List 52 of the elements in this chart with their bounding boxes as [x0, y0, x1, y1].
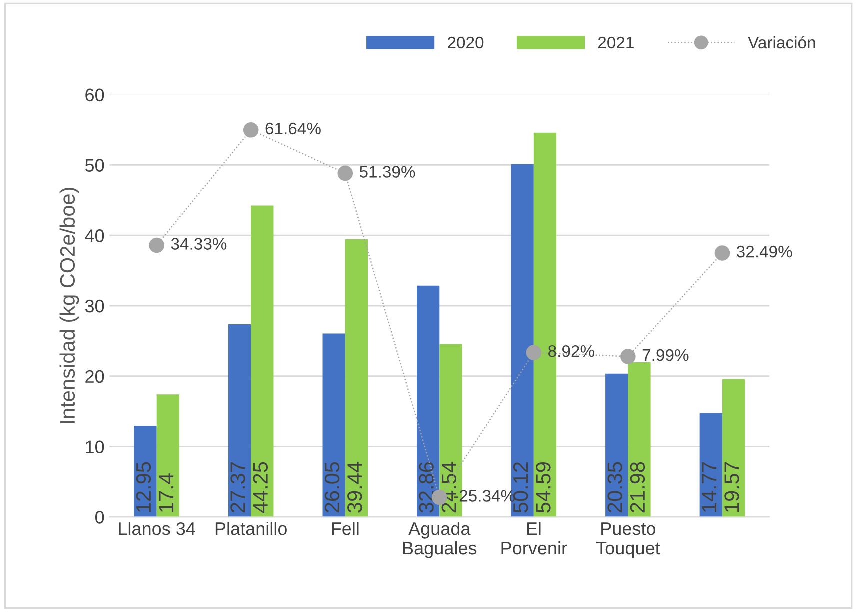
data-label: 39.44	[348, 462, 362, 513]
data-label: 19.57	[724, 462, 740, 512]
legend-label: 2020	[448, 36, 484, 49]
y-axis-title: Intensidad (kg CO2e/boe)	[60, 188, 80, 424]
point	[620, 349, 636, 364]
bar	[700, 413, 722, 518]
x-tick-label: Aguada Baguales	[403, 522, 477, 558]
y-tick-label: 10	[86, 440, 104, 454]
bar	[417, 286, 440, 518]
data-label: 26.05	[324, 462, 340, 513]
y-tick-label: 20	[86, 370, 104, 384]
bar	[251, 206, 274, 518]
data-label: 54.59	[536, 462, 551, 513]
x-tick-label: Fell	[332, 522, 359, 536]
point	[149, 238, 164, 254]
data-label: 32.86	[419, 462, 434, 513]
x-tick-label: Puesto Touquet	[596, 522, 660, 558]
data-label: 27.37	[230, 462, 246, 513]
data-label: 32.49%	[736, 246, 792, 258]
bar	[722, 379, 746, 518]
data-label: 12.95	[136, 462, 152, 512]
point	[526, 345, 542, 360]
y-tick-label: 50	[85, 159, 104, 172]
bar	[228, 324, 252, 518]
y-tick-label: 40	[85, 230, 104, 242]
y-tick-label: 60	[86, 88, 104, 102]
point	[243, 122, 259, 138]
bar	[628, 362, 651, 518]
data-label: 14.77	[702, 462, 717, 512]
legend-label: Variación	[748, 36, 816, 49]
bar	[156, 394, 180, 518]
data-label: 20.35	[608, 462, 622, 513]
data-label: 7.99%	[642, 349, 689, 362]
y-tick-label: 0	[96, 511, 104, 524]
data-label: 44.25	[253, 462, 268, 514]
x-tick-label: Llanos 34	[119, 522, 196, 536]
data-label: 61.64%	[266, 122, 321, 135]
bar	[134, 426, 157, 518]
bar	[345, 240, 368, 518]
legend-label: 2021	[598, 36, 634, 49]
data-label: 17.4	[159, 474, 174, 512]
bar	[606, 374, 628, 518]
data-label: 21.98	[630, 462, 646, 513]
point	[714, 246, 730, 261]
data-label: 34.33%	[171, 238, 227, 250]
x-tick-label: Platanillo	[216, 522, 287, 536]
point	[338, 166, 354, 182]
data-label: 50.12	[513, 462, 528, 513]
x-tick-label: El Porvenir	[502, 522, 568, 555]
data-label: 51.39%	[360, 166, 416, 178]
bar	[322, 334, 346, 518]
y-tick-label: 30	[85, 300, 104, 313]
